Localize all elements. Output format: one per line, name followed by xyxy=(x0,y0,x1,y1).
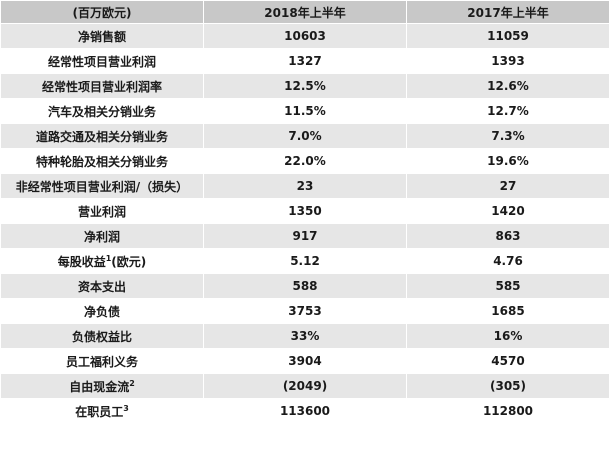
value-2017: 7.3% xyxy=(406,123,609,149)
row-label: 资本支出 xyxy=(0,273,204,299)
table-row: 员工福利义务 3904 4570 xyxy=(0,348,609,374)
value-2018: 11.5% xyxy=(203,98,407,124)
value-2017: 863 xyxy=(406,223,609,249)
table-row: 在职员工3 113600 112800 xyxy=(0,398,609,423)
column-header-2017: 2017年上半年 xyxy=(406,0,609,24)
footnote-marker: 1 xyxy=(105,253,112,263)
value-2018: 1350 xyxy=(203,198,407,224)
table-row: 净销售额 10603 11059 xyxy=(0,23,609,49)
table-row: 净利润 917 863 xyxy=(0,223,609,249)
value-2018: 917 xyxy=(203,223,407,249)
row-label: 道路交通及相关分销业务 xyxy=(0,123,204,149)
row-label: 营业利润 xyxy=(0,198,204,224)
value-2018: 22.0% xyxy=(203,148,407,174)
row-label: 经常性项目营业利润 xyxy=(0,48,204,74)
row-label: 自由现金流2 xyxy=(0,373,204,399)
row-label: 在职员工3 xyxy=(0,398,204,423)
value-2018: 588 xyxy=(203,273,407,299)
value-2018: 1327 xyxy=(203,48,407,74)
footnote-marker: 2 xyxy=(129,378,135,388)
value-2017: 4.76 xyxy=(406,248,609,274)
row-label: 净负债 xyxy=(0,298,204,324)
value-2018: 7.0% xyxy=(203,123,407,149)
row-label-text: 每股收益 xyxy=(57,254,106,269)
table-row: 经常性项目营业利润率 12.5% 12.6% xyxy=(0,73,609,99)
table-row: 净负债 3753 1685 xyxy=(0,298,609,324)
table-row: 经常性项目营业利润 1327 1393 xyxy=(0,48,609,74)
value-2017: 12.6% xyxy=(406,73,609,99)
value-2017: 11059 xyxy=(406,23,609,49)
row-label: 汽车及相关分销业务 xyxy=(0,98,204,124)
table-row: 自由现金流2 (2049) (305) xyxy=(0,373,609,399)
value-2018: 3753 xyxy=(203,298,407,324)
table-row: 汽车及相关分销业务 11.5% 12.7% xyxy=(0,98,609,124)
value-2017: 12.7% xyxy=(406,98,609,124)
table-row: 营业利润 1350 1420 xyxy=(0,198,609,224)
row-label: 特种轮胎及相关分销业务 xyxy=(0,148,204,174)
value-2017: 16% xyxy=(406,323,609,349)
value-2017: (305) xyxy=(406,373,609,399)
row-label: 净销售额 xyxy=(0,23,204,49)
table-row: 每股收益1(欧元) 5.12 4.76 xyxy=(0,248,609,274)
value-2018: 3904 xyxy=(203,348,407,374)
value-2018: 113600 xyxy=(203,398,407,423)
table-row: 特种轮胎及相关分销业务 22.0% 19.6% xyxy=(0,148,609,174)
value-2017: 1393 xyxy=(406,48,609,74)
row-label: 每股收益1(欧元) xyxy=(0,248,204,274)
row-label-text: 自由现金流 xyxy=(69,379,130,394)
table-header-row: (百万欧元) 2018年上半年 2017年上半年 xyxy=(0,0,609,24)
value-2017: 4570 xyxy=(406,348,609,374)
column-header-2018: 2018年上半年 xyxy=(203,0,407,24)
table-row: 非经常性项目营业利润/（损失） 23 27 xyxy=(0,173,609,199)
value-2018: 10603 xyxy=(203,23,407,49)
value-2018: 12.5% xyxy=(203,73,407,99)
row-label-text: 在职员工 xyxy=(75,404,124,419)
value-2017: 112800 xyxy=(406,398,609,423)
value-2017: 1685 xyxy=(406,298,609,324)
row-label: 负债权益比 xyxy=(0,323,204,349)
value-2017: 27 xyxy=(406,173,609,199)
value-2018: 23 xyxy=(203,173,407,199)
unit-label-header: (百万欧元) xyxy=(0,0,204,24)
footnote-marker: 3 xyxy=(123,403,129,413)
value-2017: 19.6% xyxy=(406,148,609,174)
value-2018: 5.12 xyxy=(203,248,407,274)
table-row: 道路交通及相关分销业务 7.0% 7.3% xyxy=(0,123,609,149)
row-label: 净利润 xyxy=(0,223,204,249)
table-row: 资本支出 588 585 xyxy=(0,273,609,299)
table-row: 负债权益比 33% 16% xyxy=(0,323,609,349)
financial-table: (百万欧元) 2018年上半年 2017年上半年 净销售额 10603 1105… xyxy=(0,0,609,423)
row-label: 员工福利义务 xyxy=(0,348,204,374)
row-label: 经常性项目营业利润率 xyxy=(0,73,204,99)
row-label-suffix: (欧元) xyxy=(111,254,147,269)
value-2018: 33% xyxy=(203,323,407,349)
row-label: 非经常性项目营业利润/（损失） xyxy=(0,173,204,199)
value-2017: 585 xyxy=(406,273,609,299)
value-2017: 1420 xyxy=(406,198,609,224)
value-2018: (2049) xyxy=(203,373,407,399)
